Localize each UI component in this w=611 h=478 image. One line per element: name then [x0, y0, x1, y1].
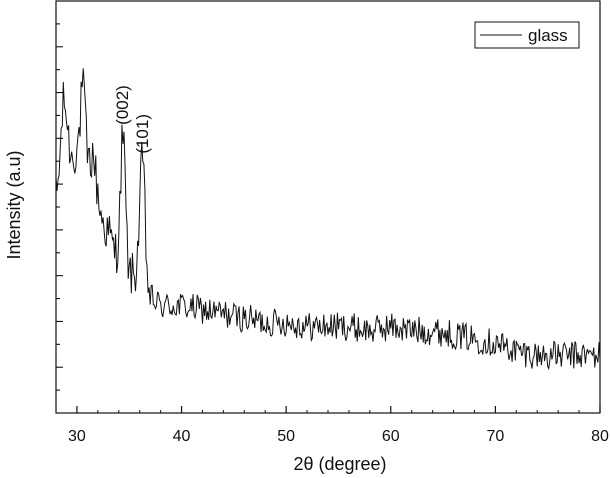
x-tick-label: 70 [486, 428, 504, 445]
x-tick-label: 60 [382, 428, 400, 445]
peak-labels: (002)(101) [113, 85, 152, 154]
y-axis-title: Intensity (a.u) [4, 150, 24, 259]
x-tick-label: 30 [68, 428, 86, 445]
legend-label-glass: glass [528, 26, 568, 45]
plot-frame [55, 0, 601, 414]
series-line-glass [55, 68, 601, 371]
x-axis: 30 40 50 60 70 80 [68, 406, 609, 445]
x-axis-title: 2θ (degree) [293, 454, 386, 474]
x-tick-label: 50 [277, 428, 295, 445]
y-axis [56, 23, 63, 391]
plot-area [55, 68, 601, 371]
x-tick-label: 40 [173, 428, 191, 445]
peak-label: (002) [113, 85, 132, 125]
legend: glass [474, 21, 580, 49]
peak-label: (101) [133, 114, 152, 154]
x-tick-label: 80 [591, 428, 609, 445]
